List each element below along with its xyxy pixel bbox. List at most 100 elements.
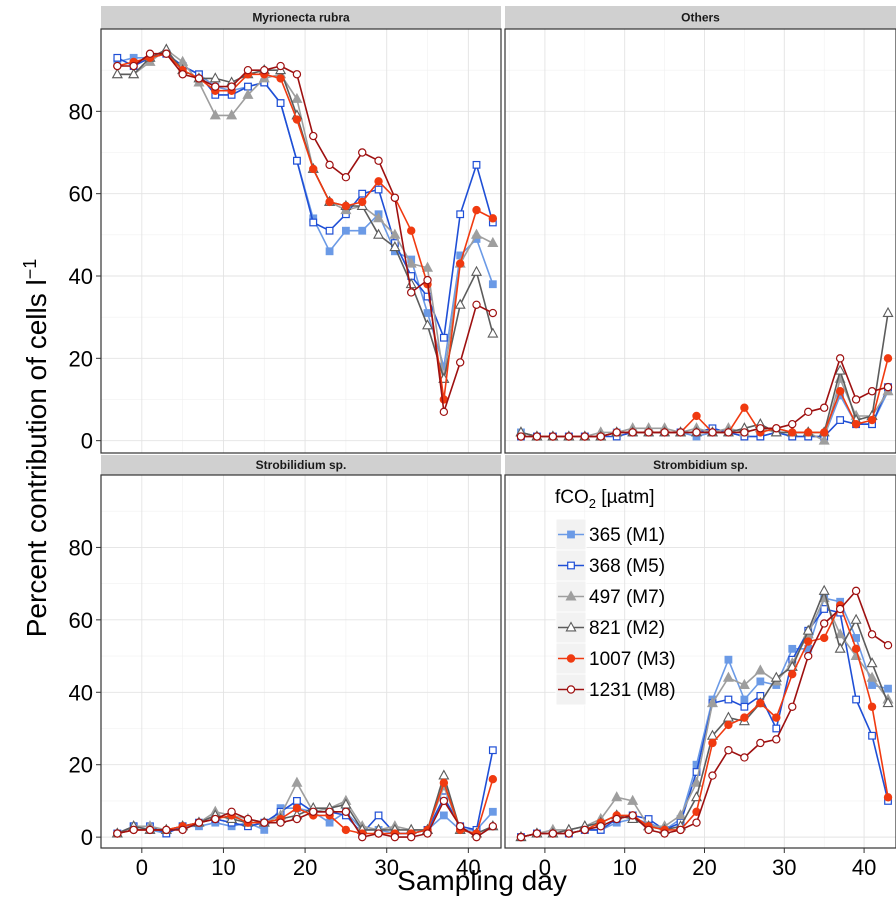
data-point: [883, 354, 893, 363]
data-point: [628, 428, 637, 437]
data-point: [470, 265, 483, 276]
data-point: [178, 70, 187, 79]
data-point: [454, 298, 466, 309]
data-point: [325, 807, 334, 816]
data-point: [819, 428, 829, 437]
data-point: [660, 428, 669, 437]
y-tick-label: 40: [69, 680, 93, 705]
data-point: [804, 407, 813, 417]
data-point: [802, 624, 814, 635]
data-point: [676, 428, 685, 437]
data-point: [866, 657, 878, 668]
legend-label: 368 (M5): [589, 556, 665, 577]
data-point: [740, 753, 749, 762]
data-point: [113, 53, 122, 62]
data-point: [439, 778, 449, 788]
panel-strip: [505, 6, 896, 29]
data-point: [472, 832, 481, 842]
y-tick-label: 80: [69, 535, 93, 560]
data-point: [292, 115, 302, 124]
data-point: [113, 829, 122, 838]
data-point: [439, 333, 448, 342]
data-point: [612, 814, 621, 824]
data-point: [276, 818, 285, 827]
data-point: [488, 746, 497, 755]
series-line: [117, 52, 494, 413]
data-point: [740, 428, 749, 437]
data-point: [516, 832, 526, 842]
data-point: [209, 72, 221, 83]
data-point: [804, 428, 813, 437]
legend-title-subscript: 2: [589, 496, 596, 511]
data-point: [129, 61, 138, 71]
legend-entry: 821 (M2): [555, 611, 665, 644]
data-point: [178, 825, 187, 835]
data-point: [439, 811, 448, 820]
data-point: [407, 226, 416, 235]
data-point: [211, 82, 220, 91]
data-point: [455, 358, 465, 367]
data-point: [456, 210, 465, 219]
data-point: [692, 411, 701, 421]
data-point: [389, 228, 401, 239]
legend-entry: 497 (M7): [555, 580, 665, 613]
y-axis-title-main: Percent contribution of cells l: [21, 279, 52, 637]
data-point: [724, 695, 733, 704]
data-point: [292, 814, 302, 824]
y-tick-label: 40: [69, 264, 93, 289]
legend-title-suffix: [µatm]: [596, 487, 654, 508]
data-point: [358, 226, 367, 235]
data-point: [882, 697, 894, 708]
data-point: [374, 177, 383, 186]
data-point: [341, 807, 351, 816]
series: [516, 586, 893, 842]
panel-title: Myrionecta rubra: [252, 11, 350, 25]
data-point: [488, 807, 497, 816]
data-point: [194, 818, 204, 827]
data-point: [724, 720, 733, 730]
legend: fCO2 [µatm] 365 (M1) 368 (M5) 497 (M7) 821 (…: [555, 487, 676, 706]
x-tick-label: 30: [772, 855, 796, 880]
data-point: [788, 428, 797, 437]
panel-strip: [101, 6, 501, 29]
data-point: [373, 212, 385, 223]
axes: 0 20 40 60 80 0 20 40 60 80 0 10 20 30 40 0 10 20 30 40: [69, 99, 877, 880]
x-tick-label: 20: [293, 855, 317, 880]
data-point: [867, 387, 877, 396]
data-point: [675, 809, 687, 820]
data-point: [882, 306, 894, 317]
data-point: [472, 300, 481, 310]
data-point: [596, 822, 605, 831]
data-point: [113, 61, 122, 71]
data-point: [756, 698, 765, 708]
data-point: [276, 74, 285, 83]
data-point: [548, 829, 558, 838]
y-axis-title-superscript: −1: [20, 259, 40, 280]
data-point: [341, 201, 351, 211]
data-point: [422, 319, 434, 330]
data-point: [804, 637, 813, 646]
data-point: [676, 825, 685, 835]
data-point: [819, 403, 829, 412]
data-point: [211, 814, 220, 824]
gridlines: [504, 29, 896, 453]
data-point: [835, 387, 845, 396]
data-point: [722, 711, 734, 722]
panel-strip: [505, 455, 896, 475]
data-point: [438, 769, 450, 780]
x-tick-label: 10: [211, 855, 235, 880]
legend-key-marker: [565, 621, 577, 632]
data-point: [405, 257, 417, 268]
data-point: [423, 309, 432, 317]
y-tick-label: 80: [69, 99, 93, 124]
data-point: [341, 825, 351, 835]
legend-entry: 365 (M1): [555, 518, 665, 551]
panel-border: [504, 474, 896, 849]
legend-title-main: fCO: [555, 487, 589, 508]
data-point: [309, 807, 318, 816]
data-point: [439, 407, 449, 417]
legend-label: 1007 (M3): [589, 649, 676, 670]
data-point: [819, 619, 829, 628]
data-point: [548, 432, 558, 441]
data-point: [819, 633, 829, 643]
